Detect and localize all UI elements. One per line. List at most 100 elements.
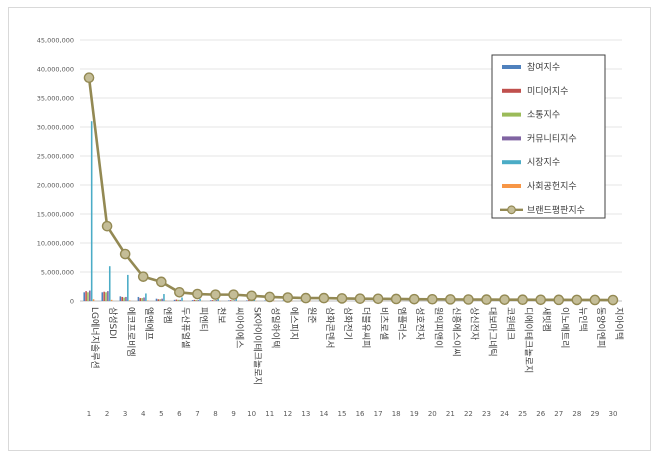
x-category-label: LG에너지솔루션 bbox=[89, 307, 100, 369]
x-rank-label: 1 bbox=[87, 410, 91, 418]
x-category-label: 씨아이에스 bbox=[234, 307, 245, 348]
x-category-label: 에스피지 bbox=[288, 307, 299, 340]
brand-index-point bbox=[246, 290, 257, 302]
brand-index-point bbox=[336, 293, 348, 304]
bar bbox=[235, 298, 238, 301]
brand-index-line bbox=[83, 72, 619, 306]
brand-index-point bbox=[426, 293, 438, 305]
brand-index-point bbox=[372, 293, 384, 305]
bar bbox=[215, 300, 218, 301]
brand-index-point bbox=[517, 294, 528, 306]
x-category-label: 지아이텍 bbox=[613, 307, 624, 340]
x-rank-label: 11 bbox=[265, 410, 274, 418]
x-rank-label: 24 bbox=[500, 410, 509, 418]
x-category-label: 엠플러스 bbox=[396, 307, 408, 340]
bar bbox=[123, 297, 125, 301]
x-category-label: 비츠로셀 bbox=[378, 307, 389, 340]
x-rank-label: 4 bbox=[141, 410, 146, 418]
x-rank-label: 12 bbox=[283, 410, 292, 418]
bar bbox=[90, 121, 93, 301]
x-category-label: 새빗켐 bbox=[541, 307, 553, 332]
bar bbox=[211, 300, 214, 301]
bar bbox=[229, 300, 232, 301]
bar bbox=[195, 300, 198, 301]
brand-index-point bbox=[408, 293, 420, 305]
bar bbox=[141, 298, 143, 301]
x-rank-label: 26 bbox=[536, 410, 545, 418]
brand-index-point bbox=[282, 292, 294, 303]
x-rank-label: 25 bbox=[518, 410, 527, 418]
brand-index-point bbox=[318, 292, 330, 304]
bar bbox=[181, 297, 183, 301]
x-category-label: 상신전자 bbox=[468, 307, 479, 341]
brand-index-point bbox=[607, 294, 619, 306]
bar bbox=[103, 291, 105, 301]
bar bbox=[121, 296, 123, 301]
y-tick-label: 40,000,000 bbox=[37, 66, 74, 74]
x-rank-label: 18 bbox=[392, 410, 401, 418]
bar bbox=[139, 298, 142, 301]
x-category-label: 삼성SDI bbox=[107, 307, 118, 339]
bar bbox=[145, 293, 147, 301]
brand-index-point bbox=[481, 294, 492, 305]
bar bbox=[213, 300, 216, 301]
legend-swatch bbox=[502, 184, 521, 188]
bar bbox=[233, 300, 236, 301]
x-rank-label: 3 bbox=[123, 410, 127, 418]
x-rank-label: 9 bbox=[231, 410, 235, 418]
bar bbox=[107, 291, 109, 301]
bar bbox=[92, 299, 95, 301]
bar bbox=[199, 298, 201, 301]
x-rank-label: 15 bbox=[338, 410, 347, 418]
brand-index-point bbox=[354, 293, 366, 304]
brand-index-point bbox=[445, 294, 456, 305]
bar bbox=[83, 292, 85, 301]
brand-index-point bbox=[174, 286, 185, 298]
x-category-label: 이노메트리 bbox=[559, 307, 570, 348]
y-tick-label: 35,000,000 bbox=[37, 95, 74, 103]
x-category-label: 대보마그네틱 bbox=[487, 307, 499, 357]
x-rank-label: 16 bbox=[356, 410, 365, 418]
legend-swatch bbox=[502, 136, 521, 141]
bar bbox=[247, 300, 250, 301]
legend-swatch bbox=[502, 112, 521, 117]
bar bbox=[125, 296, 127, 301]
x-rank-label: 19 bbox=[410, 410, 419, 418]
bar bbox=[89, 290, 91, 301]
brand-index-point bbox=[300, 292, 312, 304]
x-rank-label: 23 bbox=[482, 410, 491, 418]
x-category-label: 천보 bbox=[216, 307, 227, 324]
legend-label: 시장지수 bbox=[527, 157, 560, 168]
x-category-label: 엘앤에프 bbox=[143, 307, 154, 340]
bar bbox=[177, 299, 180, 301]
brand-index-point bbox=[463, 294, 474, 305]
bar bbox=[128, 300, 131, 301]
bar bbox=[191, 300, 194, 301]
legend-label: 브랜드평판지수 bbox=[527, 205, 585, 216]
y-tick-label: 5,000,000 bbox=[41, 269, 74, 277]
y-tick-label: 20,000,000 bbox=[37, 182, 74, 190]
x-category-label: 뉴인텍 bbox=[577, 307, 588, 332]
x-rank-label: 17 bbox=[374, 410, 383, 418]
brand-index-point bbox=[101, 220, 113, 232]
brand-index-point bbox=[155, 276, 167, 288]
x-rank-label: 28 bbox=[572, 410, 581, 418]
bar bbox=[217, 298, 219, 301]
x-category-label: 피엔티 bbox=[197, 307, 208, 332]
bar bbox=[227, 300, 230, 301]
bar bbox=[157, 299, 160, 301]
legend-swatch bbox=[502, 88, 521, 93]
x-rank-label: 5 bbox=[159, 410, 163, 418]
y-axis: 0 5,000,000 10,000,000 15,000,000 20,000,000… bbox=[37, 37, 74, 306]
brand-index-point bbox=[192, 288, 203, 300]
brand-index-point bbox=[499, 294, 510, 305]
x-rank-label: 13 bbox=[301, 410, 310, 418]
x-category-label: 성호전자 bbox=[414, 307, 425, 341]
bar bbox=[193, 299, 196, 301]
bar bbox=[110, 299, 113, 301]
x-rank-label: 10 bbox=[247, 410, 256, 418]
legend-label: 미디어지수 bbox=[527, 86, 568, 97]
brand-index-point bbox=[535, 294, 547, 306]
legend-label: 소통지수 bbox=[527, 110, 560, 121]
